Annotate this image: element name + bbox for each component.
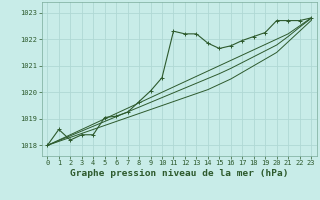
X-axis label: Graphe pression niveau de la mer (hPa): Graphe pression niveau de la mer (hPa)	[70, 169, 288, 178]
